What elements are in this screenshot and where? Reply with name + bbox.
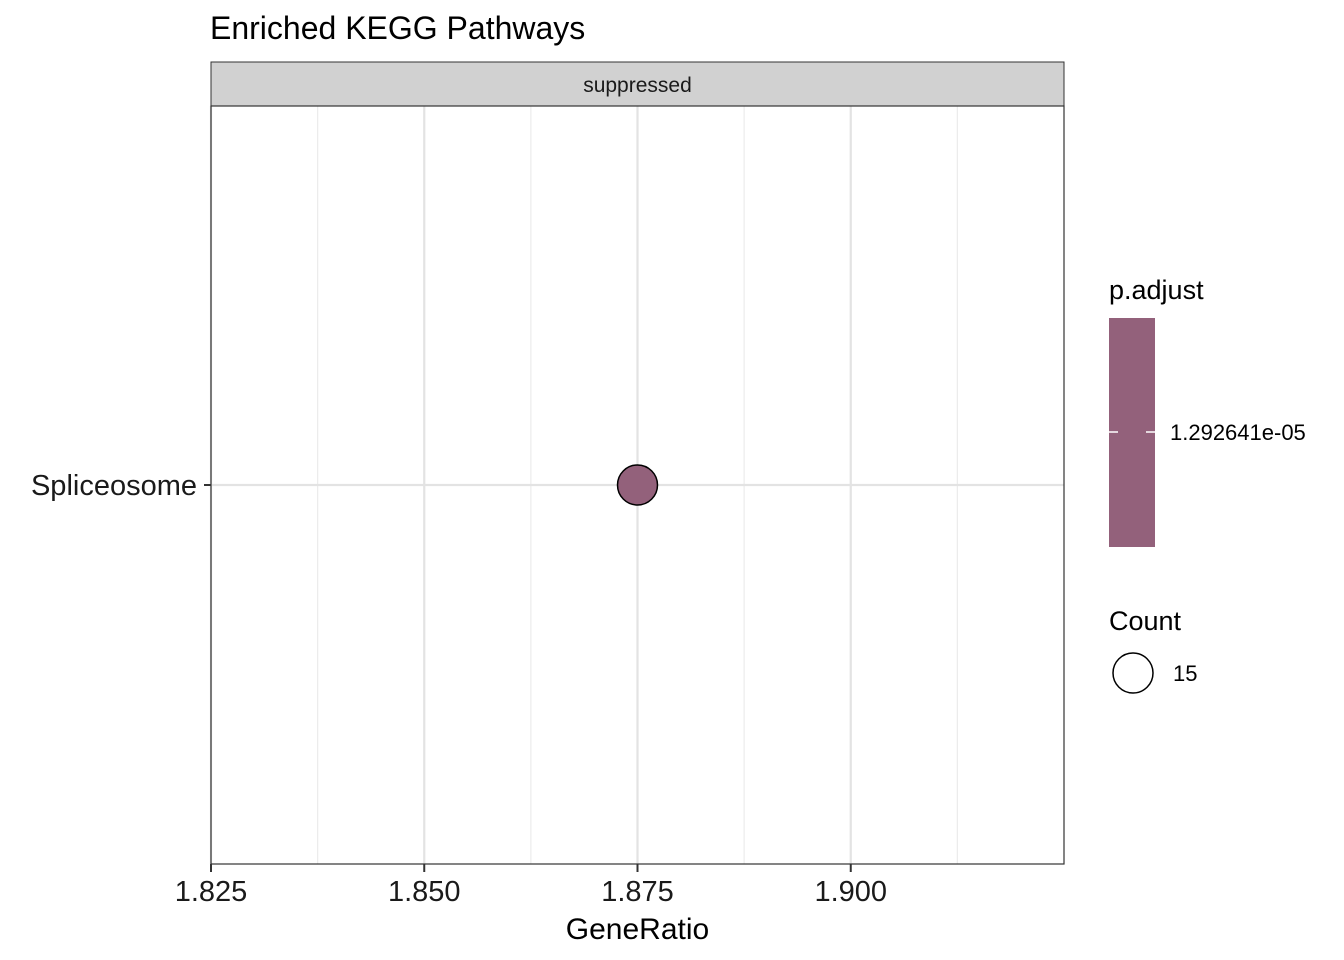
x-axis-title: GeneRatio [566, 913, 709, 946]
size-legend-circle [1112, 652, 1154, 694]
color-legend-title: p.adjust [1109, 275, 1204, 305]
color-legend-label: 1.292641e-05 [1170, 420, 1306, 445]
y-tick-label: Spliceosome [31, 470, 197, 502]
size-legend-title: Count [1109, 606, 1182, 636]
size-legend-label: 15 [1173, 661, 1197, 686]
facet-strip-label: suppressed [583, 74, 692, 97]
size-legend: Count 15 [1109, 606, 1197, 694]
data-points [616, 464, 659, 506]
x-tick-label: 1.900 [814, 876, 887, 908]
x-axis: 1.825 1.850 1.875 1.900 [175, 864, 887, 908]
x-tick-label: 1.850 [388, 876, 461, 908]
data-point [616, 464, 659, 506]
x-tick-label: 1.875 [601, 876, 674, 908]
y-axis: Spliceosome [31, 470, 211, 502]
color-legend: p.adjust 1.292641e-05 [1109, 275, 1306, 547]
chart-title: Enriched KEGG Pathways [210, 10, 585, 46]
facet-strip [210, 61, 1065, 107]
x-tick-label: 1.825 [175, 876, 248, 908]
